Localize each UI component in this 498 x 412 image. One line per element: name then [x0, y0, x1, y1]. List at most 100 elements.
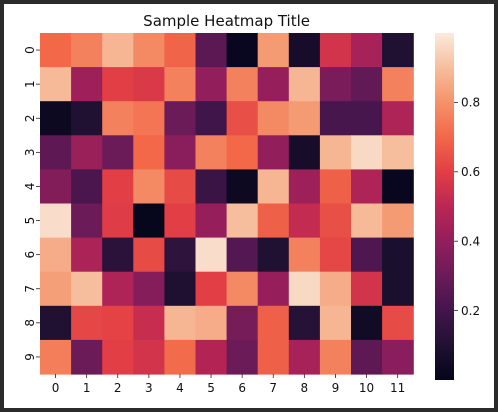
- heatmap-cell: [133, 271, 165, 307]
- y-tick-label: 2: [23, 114, 37, 122]
- colorbar-axis: 0.2 0.4 0.6 0.8: [454, 96, 480, 318]
- heatmap-cell: [164, 101, 197, 136]
- heatmap-cell: [164, 33, 197, 68]
- heatmap-cell: [133, 169, 165, 205]
- heatmap-cell: [288, 101, 321, 136]
- heatmap-cell: [382, 33, 414, 68]
- heatmap-cell: [319, 135, 352, 170]
- heatmap-cell: [164, 305, 197, 341]
- heatmap-cell: [71, 169, 103, 205]
- heatmap-cell: [102, 135, 134, 170]
- heatmap-cell: [257, 67, 290, 102]
- x-tick-label: 7: [269, 381, 277, 395]
- heatmap-cell: [257, 101, 290, 136]
- y-tick-label: 6: [23, 251, 37, 259]
- heatmap-cell: [226, 135, 259, 170]
- heatmap-cell: [164, 237, 197, 273]
- heatmap-chart: Sample Heatmap Title 0 1 2 3 4 5 6 7 8 9 10 11 0 1 2 3…: [23, 12, 480, 395]
- heatmap-cell: [382, 305, 414, 341]
- heatmap-cell: [195, 339, 228, 375]
- colorbar-tick-label: 0.2: [461, 304, 480, 318]
- heatmap-cell: [382, 135, 414, 170]
- heatmap-cell: [382, 271, 414, 307]
- heatmap-cell: [133, 33, 165, 68]
- heatmap-cell: [226, 67, 259, 102]
- heatmap-cell: [195, 67, 228, 102]
- heatmap-cell: [288, 33, 321, 68]
- heatmap-cell: [288, 169, 321, 205]
- colorbar-tick-label: 0.8: [461, 96, 480, 110]
- x-tick-label: 9: [332, 381, 340, 395]
- heatmap-cell: [102, 339, 134, 375]
- heatmap-cell: [195, 305, 228, 341]
- heatmap-cell: [164, 67, 197, 102]
- heatmap-cell: [40, 33, 72, 68]
- heatmap-cell: [319, 237, 352, 273]
- heatmap-cell: [40, 237, 72, 273]
- heatmap-cell: [351, 67, 383, 102]
- heatmap-cell: [102, 203, 134, 239]
- heatmap-cell: [40, 67, 72, 102]
- heatmap-cell: [133, 339, 165, 375]
- heatmap-cell: [195, 237, 228, 273]
- x-axis: 0 1 2 3 4 5 6 7 8 9 10 11: [52, 374, 405, 395]
- x-tick-label: 4: [176, 381, 184, 395]
- heatmap-cell: [40, 339, 72, 375]
- colorbar-tick-label: 0.4: [461, 234, 480, 248]
- heatmap-cell: [226, 101, 259, 136]
- y-axis: 0 1 2 3 4 5 6 7 8 9: [23, 46, 40, 361]
- heatmap-cell: [319, 169, 352, 205]
- heatmap-cell: [133, 237, 165, 273]
- x-tick-label: 6: [238, 381, 246, 395]
- heatmap-cell: [257, 33, 290, 68]
- heatmap-cell: [257, 339, 290, 375]
- heatmap-cell: [133, 135, 165, 170]
- y-tick-label: 8: [23, 319, 37, 327]
- heatmap-cell: [102, 305, 134, 341]
- x-tick-label: 5: [207, 381, 215, 395]
- heatmap-cell: [195, 101, 228, 136]
- heatmap-cell: [257, 203, 290, 239]
- heatmap-cells: [40, 33, 414, 375]
- heatmap-cell: [40, 203, 72, 239]
- heatmap-cell: [40, 169, 72, 205]
- heatmap-cell: [195, 203, 228, 239]
- y-tick-label: 3: [23, 149, 37, 157]
- heatmap-cell: [133, 203, 165, 239]
- heatmap-cell: [71, 203, 103, 239]
- heatmap-cell: [257, 237, 290, 273]
- heatmap-cell: [382, 169, 414, 205]
- y-tick-label: 5: [23, 217, 37, 225]
- heatmap-cell: [319, 101, 352, 136]
- heatmap-cell: [195, 169, 228, 205]
- heatmap-cell: [102, 33, 134, 68]
- heatmap-cell: [226, 339, 259, 375]
- heatmap-cell: [102, 271, 134, 307]
- x-tick-label: 0: [52, 381, 60, 395]
- heatmap-cell: [164, 203, 197, 239]
- heatmap-cell: [195, 271, 228, 307]
- heatmap-cell: [102, 67, 134, 102]
- heatmap-cell: [71, 33, 103, 68]
- heatmap-cell: [164, 271, 197, 307]
- heatmap-cell: [351, 33, 383, 68]
- heatmap-cell: [133, 305, 165, 341]
- heatmap-cell: [351, 169, 383, 205]
- colorbar: [435, 33, 454, 380]
- y-tick-label: 7: [23, 285, 37, 293]
- x-tick-label: 2: [114, 381, 122, 395]
- heatmap-cell: [382, 67, 414, 102]
- heatmap-cell: [226, 271, 259, 307]
- heatmap-cell: [351, 271, 383, 307]
- heatmap-cell: [102, 169, 134, 205]
- heatmap-cell: [71, 339, 103, 375]
- x-tick-label: 3: [145, 381, 153, 395]
- heatmap-cell: [382, 101, 414, 136]
- heatmap-cell: [71, 305, 103, 341]
- heatmap-cell: [382, 339, 414, 375]
- chart-title: Sample Heatmap Title: [143, 12, 310, 30]
- heatmap-cell: [164, 169, 197, 205]
- y-tick-label: 0: [23, 46, 37, 54]
- heatmap-cell: [195, 135, 228, 170]
- heatmap-cell: [351, 135, 383, 170]
